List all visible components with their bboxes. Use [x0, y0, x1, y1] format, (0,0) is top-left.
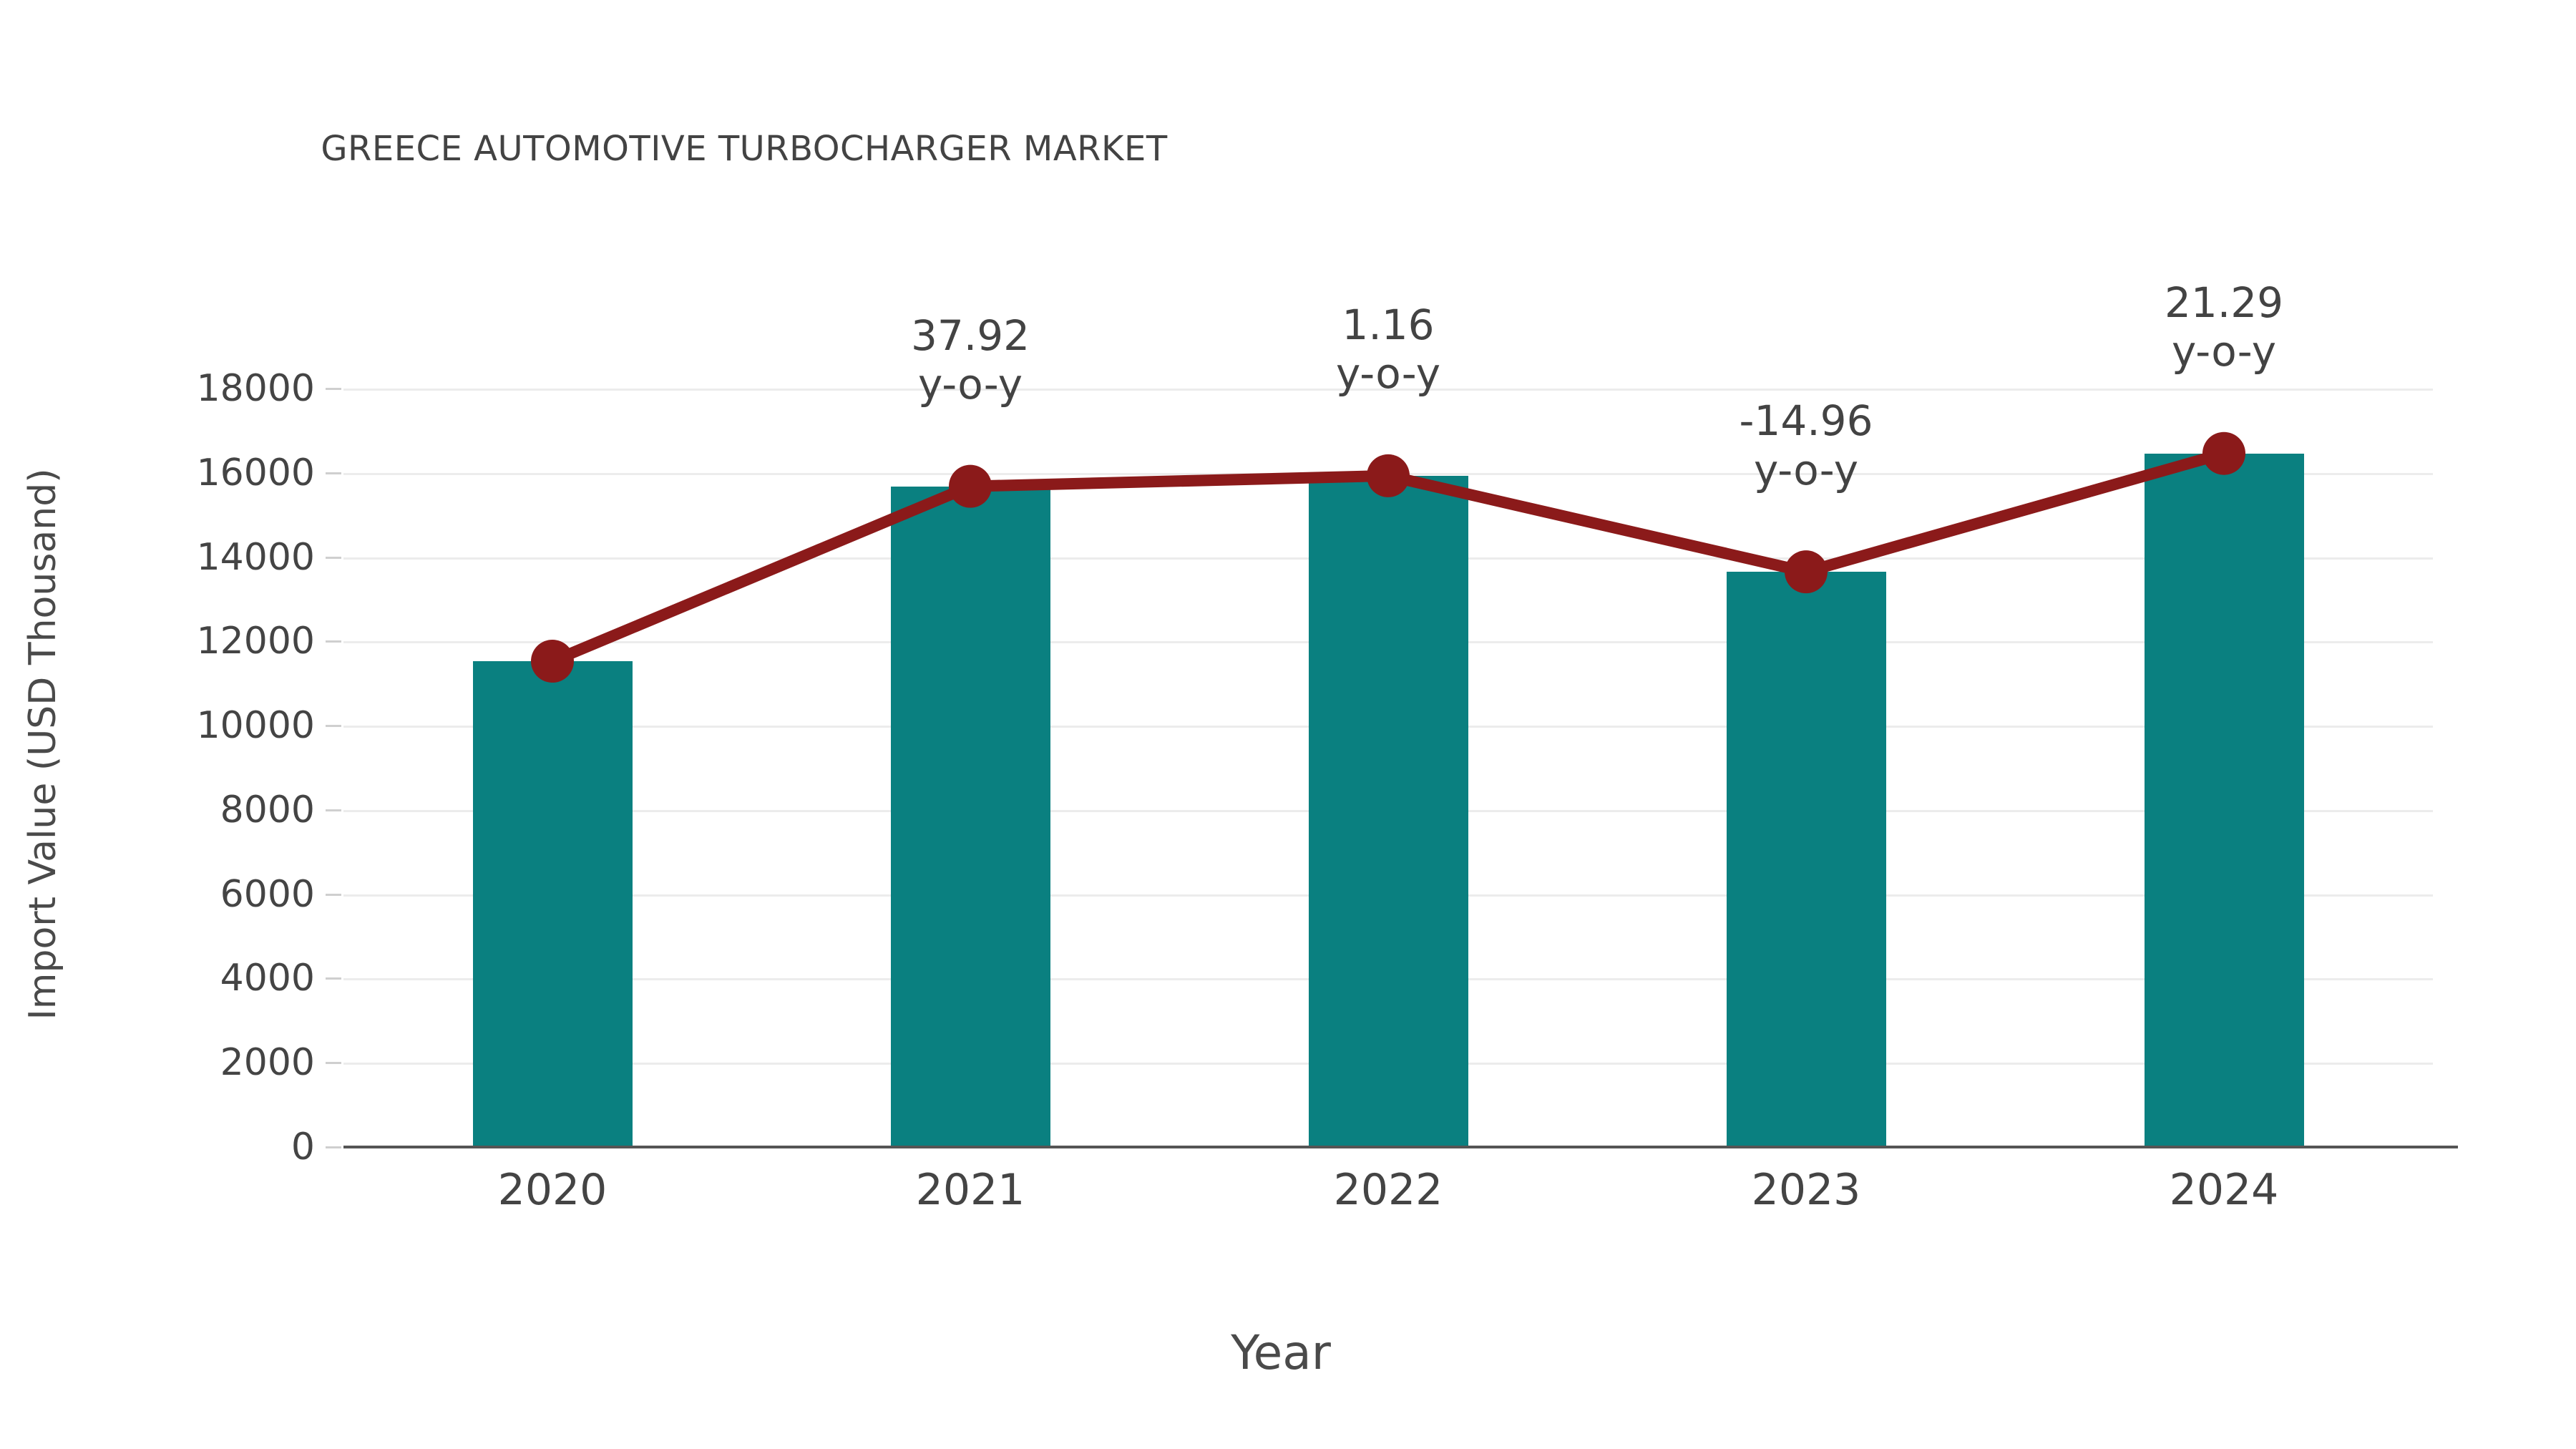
bar-2022[interactable]	[1308, 475, 1468, 1147]
yoy-unit-label: y-o-y	[917, 360, 1023, 409]
yoy-unit-label: y-o-y	[2171, 327, 2277, 376]
x-axis-tick-label-2023: 2023	[1751, 1165, 1861, 1215]
y-axis-tick-label: 14000	[196, 535, 315, 579]
yoy-annotation-2022: 1.16 y-o-y	[1238, 301, 1538, 399]
y-axis-tick-label: 16000	[196, 451, 315, 494]
x-axis-line	[343, 1146, 2458, 1148]
yoy-value: 21.29	[2164, 278, 2284, 327]
y-axis-tick-mark	[326, 893, 341, 896]
y-axis-tick-mark	[326, 977, 341, 980]
y-axis-tick-label: 10000	[196, 704, 315, 748]
y-axis-tick-mark	[326, 388, 341, 390]
gridline	[343, 472, 2433, 475]
x-axis-title: Year	[1231, 1325, 1331, 1380]
y-axis-tick-label: 2000	[220, 1041, 315, 1085]
yoy-annotation-2024: 21.29 y-o-y	[2074, 278, 2374, 376]
y-axis-tick-label: 0	[291, 1126, 315, 1169]
y-axis-tick-mark	[326, 1062, 341, 1065]
gridline	[343, 389, 2433, 391]
yoy-value: -14.96	[1739, 396, 1873, 446]
y-axis-tick-label: 12000	[196, 620, 315, 663]
bar-2020[interactable]	[472, 661, 633, 1147]
y-axis-tick-mark	[326, 725, 341, 728]
yoy-unit-label: y-o-y	[1335, 349, 1441, 399]
x-axis-tick-label-2021: 2021	[915, 1165, 1025, 1215]
y-axis-tick-label: 8000	[220, 788, 315, 831]
plot-area	[343, 389, 2433, 1147]
y-axis-tick-mark	[326, 472, 341, 474]
bar-2023[interactable]	[1726, 572, 1886, 1147]
y-axis-tick-label: 18000	[196, 367, 315, 410]
yoy-value: 1.16	[1342, 300, 1435, 349]
yoy-unit-label: y-o-y	[1753, 445, 1859, 494]
y-axis-tick-mark	[326, 809, 341, 811]
chart-title: GREECE AUTOMOTIVE TURBOCHARGER MARKET	[321, 129, 1168, 169]
y-axis-tick-label: 6000	[220, 872, 315, 916]
bar-2021[interactable]	[890, 486, 1050, 1147]
y-axis-tick-mark	[326, 556, 341, 559]
x-axis-tick-label-2024: 2024	[2169, 1165, 2279, 1215]
x-axis-tick-label-2022: 2022	[1333, 1165, 1443, 1215]
y-axis-tick-label: 4000	[220, 957, 315, 1000]
yoy-value: 37.92	[910, 311, 1030, 360]
yoy-annotation-2021: 37.92 y-o-y	[820, 311, 1121, 409]
y-axis-tick-mark	[326, 640, 341, 643]
bar-2024[interactable]	[2144, 453, 2304, 1147]
x-axis-tick-label-2020: 2020	[497, 1165, 608, 1215]
y-axis-tick-mark	[326, 1146, 341, 1148]
yoy-annotation-2023: -14.96 y-o-y	[1656, 396, 1956, 494]
